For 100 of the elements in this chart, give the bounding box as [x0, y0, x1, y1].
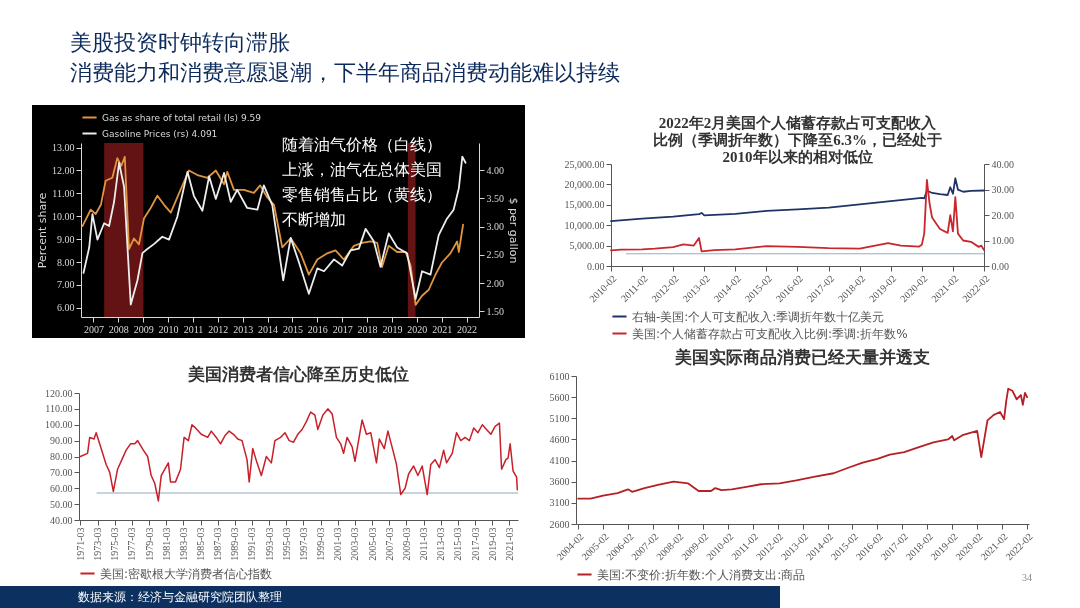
y-tick-label: 100.00: [45, 419, 73, 431]
x-tick-label: 1993-03: [263, 527, 275, 561]
x-tick-label: 2012: [208, 323, 229, 335]
chart-title: 美国消费者信心降至历史低位: [187, 365, 409, 384]
y-tick-label: 7.00: [57, 279, 75, 291]
y-axis-title: Percent share: [36, 192, 49, 269]
y2-tick-label: 20.00: [991, 209, 1014, 221]
y-tick-label: 15,000.00: [564, 199, 605, 211]
x-tick-label: 2001-03: [332, 527, 344, 561]
y-tick-label: 13.00: [52, 142, 75, 154]
chart-title: 2022年2月美国个人储蓄存款占可支配收入比例（季调折年数）下降至6.3%，已经处于2010年以来的相对低位: [653, 114, 942, 165]
x-tick-label: 2007-03: [383, 527, 395, 561]
y-tick-label: 4600: [549, 433, 570, 445]
chart-title: 美股投资时钟转向滞胀: [70, 29, 290, 57]
y-tick-label: 3100: [549, 497, 570, 509]
x-tick-label: 1999-03: [315, 527, 327, 561]
y-tick-label: 12.00: [52, 164, 75, 176]
y-tick-label: 10,000.00: [564, 219, 605, 231]
x-tick-label: 2015: [282, 323, 303, 335]
x-tick-label: 2013: [233, 323, 254, 335]
y2-tick-label: 0.00: [991, 260, 1009, 272]
y-tick-label: 80.00: [50, 451, 73, 462]
y2-tick-label: 3.00: [486, 221, 504, 233]
legend-label: Gasoline Prices (rs) 4.091: [102, 128, 218, 139]
x-tick-label: 2021: [432, 323, 453, 335]
y-tick-label: 0.00: [587, 260, 605, 272]
y-tick-label: 11.00: [52, 187, 75, 199]
x-tick-label: 2016: [307, 323, 328, 335]
y-tick-label: 3600: [549, 476, 570, 488]
x-tick-label: 2020: [407, 323, 428, 335]
x-tick-label: 2011-03: [418, 527, 430, 561]
y-tick-label: 50.00: [50, 498, 73, 510]
x-tick-label: 2019: [382, 323, 403, 335]
y-tick-label: 110.00: [45, 403, 73, 415]
x-tick-label: 1987-03: [212, 527, 224, 561]
y-tick-label: 60.00: [50, 482, 73, 494]
y-tick-label: 6.00: [57, 302, 75, 314]
x-tick-label: 2003-03: [349, 527, 361, 561]
line-series: [610, 178, 985, 253]
x-tick-label: 2017-03: [469, 527, 481, 561]
x-tick-label: 1979-03: [143, 527, 155, 561]
y-tick-label: 90.00: [50, 435, 73, 447]
x-tick-label: 2013-03: [435, 527, 447, 561]
x-tick-label: 1989-03: [229, 527, 241, 561]
y-tick-label: 2600: [549, 518, 570, 530]
x-tick-label: 2009-03: [400, 527, 412, 561]
legend-label: 美国:个人储蓄存款占可支配收入比例:季调:折年数%: [632, 326, 908, 341]
x-tick-label: 2014: [258, 323, 279, 335]
legend-label: 美国:密歇根大学消费者信心指数: [100, 566, 273, 581]
x-tick-label: 2018: [357, 323, 378, 335]
x-tick-label: 1985-03: [195, 527, 207, 561]
y-tick-label: 5,000.00: [569, 240, 605, 252]
y-tick-label: 25,000.00: [564, 158, 605, 170]
y2-tick-label: 2.50: [486, 249, 504, 261]
x-tick-label: 1995-03: [280, 527, 292, 561]
y-tick-label: 10.00: [52, 210, 75, 222]
y2-tick-label: 3.50: [486, 192, 504, 204]
y2-tick-label: 2.00: [486, 277, 504, 289]
y2-tick-label: 30.00: [991, 184, 1014, 195]
y-tick-label: 4100: [549, 455, 570, 467]
x-tick-label: 1977-03: [126, 527, 138, 561]
annotation: 随着油气价格（白线）上涨，油气在总体美国零售销售占比（黄线）不断增加: [282, 134, 443, 231]
chart-subtitle: 消费能力和消费意愿退潮，下半年商品消费动能难以持续: [70, 59, 620, 87]
x-tick-label: 2015-03: [452, 527, 464, 561]
legend-label: 右轴-美国:个人可支配收入:季调折年数十亿美元: [632, 309, 885, 324]
text: 34: [1022, 572, 1032, 583]
x-tick-label: 1975-03: [109, 527, 121, 561]
x-tick-label: 2021-03: [503, 527, 515, 561]
y2-tick-label: 40.00: [991, 158, 1014, 170]
x-tick-label: 1981-03: [160, 527, 172, 561]
y-tick-label: 6100: [549, 370, 570, 382]
x-tick-label: 2005-03: [366, 527, 378, 561]
y2-tick-label: 4.00: [486, 164, 504, 176]
line-series: [79, 408, 519, 502]
x-tick-label: 2008: [108, 323, 129, 335]
y2-axis-title: $ per gallon: [507, 197, 520, 264]
y-tick-label: 20,000.00: [564, 178, 605, 190]
y2-tick-label: 1.50: [486, 305, 504, 317]
x-tick-label: 2019-03: [486, 527, 498, 561]
y-tick-label: 120.00: [45, 387, 73, 399]
x-tick-label: 2010: [158, 323, 179, 335]
y-tick-label: 40.00: [50, 514, 73, 526]
legend-label: Gas as share of total retail (ls) 9.59: [102, 112, 262, 123]
x-tick-label: 2017: [332, 323, 353, 335]
y-tick-label: 9.00: [57, 233, 75, 245]
legend-label: 美国:不变价:折年数:个人消费支出:商品: [597, 567, 806, 582]
y-tick-label: 5100: [549, 412, 570, 424]
y-tick-label: 70.00: [50, 466, 73, 478]
source-note: 数据来源：经济与金融研究院团队整理: [0, 586, 780, 608]
x-tick-label: 1983-03: [177, 527, 189, 561]
x-tick-label: 2009: [133, 323, 154, 335]
chart-title: 美国实际商品消费已经天量并透支: [674, 348, 930, 367]
x-tick-label: 2022: [457, 323, 478, 335]
line-series: [610, 177, 985, 223]
x-tick-label: 1971-03: [74, 527, 86, 561]
x-tick-label: 2011: [183, 323, 204, 335]
x-tick-label: 1991-03: [246, 527, 258, 561]
y-tick-label: 5600: [549, 391, 570, 403]
y-tick-label: 8.00: [57, 256, 75, 268]
y2-tick-label: 10.00: [991, 235, 1014, 246]
